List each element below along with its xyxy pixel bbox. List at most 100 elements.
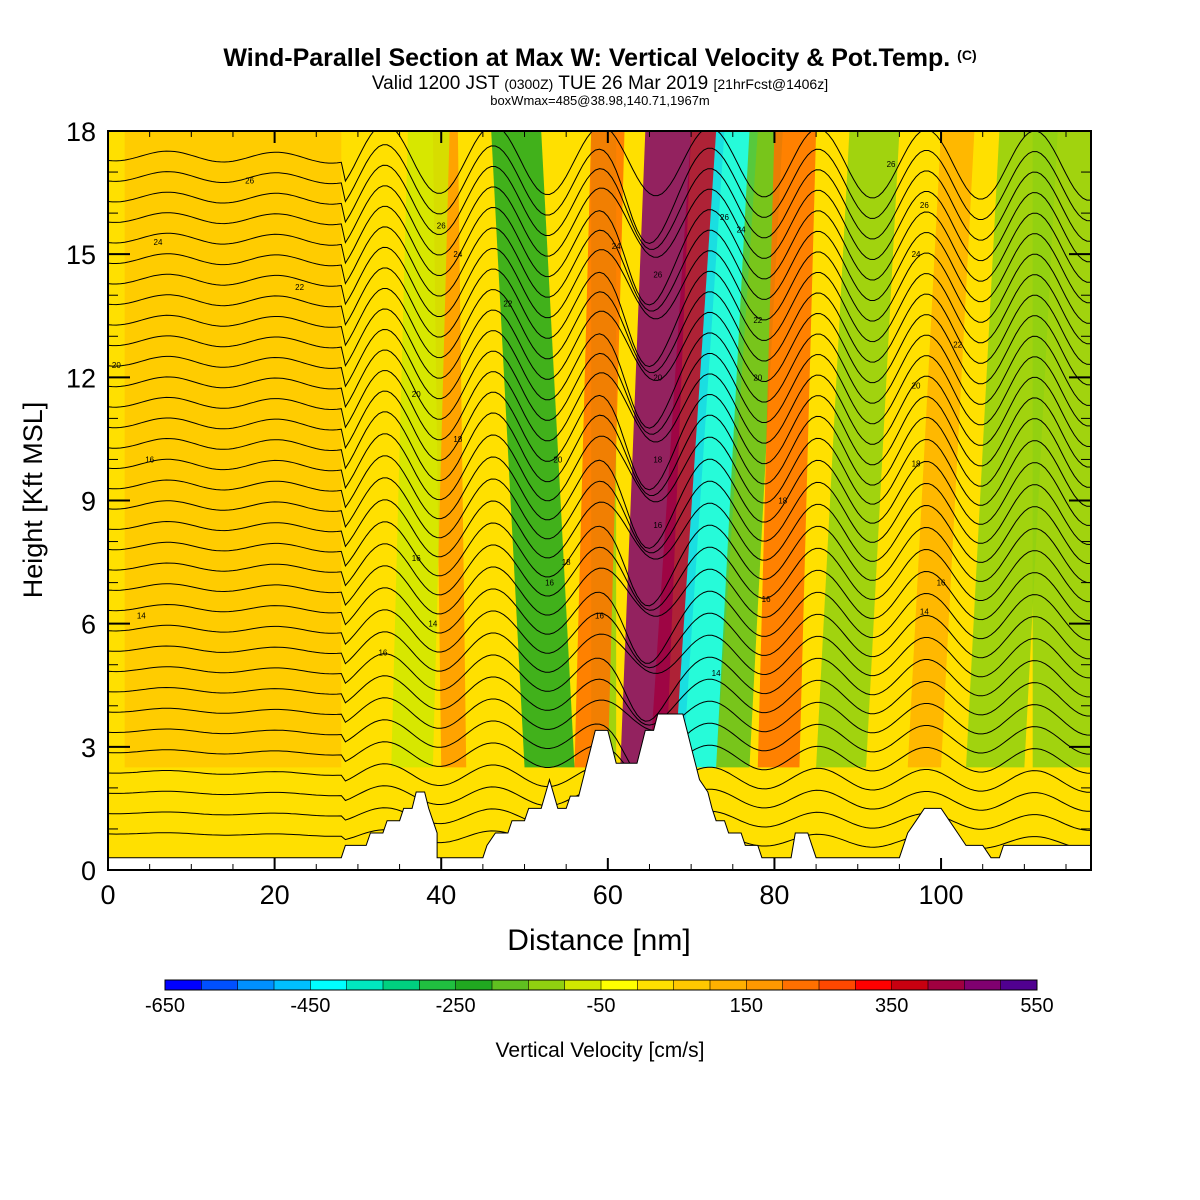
- velocity-band-11: [907, 131, 975, 768]
- theta-contour-5: [108, 719, 1091, 780]
- theta-contour-29: [108, 205, 1091, 306]
- theta-label-10: 18: [453, 435, 462, 444]
- colorbar-tick-label: 550: [1020, 995, 1053, 1017]
- theta-label-29: 14: [712, 669, 721, 678]
- theta-contour-16: [108, 477, 1091, 554]
- theta-contour-17: [108, 455, 1091, 549]
- theta-label-14: 20: [553, 455, 562, 464]
- theta-contour-13: [108, 543, 1091, 611]
- theta-label-30: 26: [887, 160, 896, 169]
- theta-label-3: 20: [112, 361, 121, 370]
- theta-contour-26: [108, 267, 1091, 368]
- theta-label-12: 26: [437, 221, 446, 230]
- theta-label-15: 18: [562, 558, 571, 567]
- colorbar-tick-label: -50: [587, 995, 616, 1017]
- colorbar-swatch: [237, 980, 275, 990]
- theta-label-25: 22: [753, 316, 762, 325]
- valid-utc: (0300Z): [504, 76, 554, 92]
- velocity-band-0: [620, 131, 692, 768]
- y-tick-label: 0: [81, 856, 96, 886]
- colorbar-swatch: [1000, 980, 1038, 990]
- colorbar-swatch: [891, 980, 929, 990]
- theta-contour-31: [108, 164, 1091, 250]
- theta-contour-11: [108, 587, 1091, 664]
- theta-label-33: 22: [953, 340, 962, 349]
- theta-contour-30: [108, 185, 1091, 263]
- y-tick-label: 3: [81, 733, 96, 763]
- colorbar-swatch: [928, 980, 965, 990]
- theta-label-9: 20: [412, 390, 421, 399]
- x-tick-label: 80: [759, 880, 789, 910]
- theta-label-19: 26: [653, 271, 662, 280]
- colorbar-swatch: [165, 980, 202, 990]
- velocity-band-10: [816, 131, 900, 768]
- theta-contour-8: [108, 653, 1091, 722]
- theta-contour-33: [108, 131, 1091, 201]
- theta-contour-21: [108, 370, 1091, 447]
- theta-contour-25: [108, 288, 1091, 374]
- theta-label-24: 24: [737, 226, 746, 235]
- box-info: boxWmax=485@38.98,140.71,1967m: [490, 93, 710, 108]
- theta-label-23: 26: [720, 213, 729, 222]
- colorbar-label: Vertical Velocity [cm/s]: [496, 1039, 705, 1062]
- theta-contour-10: [108, 609, 1091, 669]
- theta-contour-6: [108, 697, 1091, 736]
- forecast-info: [21hrFcst@1406z]: [713, 76, 829, 92]
- theta-label-31: 26: [920, 201, 929, 210]
- y-tick-label: 6: [81, 610, 96, 640]
- theta-contour-7: [108, 675, 1091, 726]
- x-tick-label: 60: [593, 880, 623, 910]
- colorbar-swatch: [564, 980, 602, 990]
- chart-title: Wind-Parallel Section at Max W: Vertical…: [223, 44, 977, 72]
- colorbar-tick-label: 350: [875, 995, 908, 1017]
- theta-contour-12: [108, 565, 1091, 622]
- colorbar-tick-label: 150: [730, 995, 763, 1017]
- theta-contour-32: [108, 144, 1091, 245]
- theta-label-11: 24: [453, 250, 462, 259]
- theta-label-17: 16: [595, 611, 604, 620]
- colorbar-swatch: [383, 980, 420, 990]
- colorbar-swatch: [201, 980, 239, 990]
- colorbar-swatch: [528, 980, 566, 990]
- colorbar-swatch: [710, 980, 747, 990]
- velocity-band-14: [124, 131, 342, 768]
- theta-contours: [108, 131, 1091, 850]
- theta-label-4: 16: [145, 455, 154, 464]
- theta-label-35: 18: [912, 460, 921, 469]
- terrain-profile: [108, 713, 1091, 870]
- x-tick-label: 40: [426, 880, 456, 910]
- theta-contour-15: [108, 499, 1091, 564]
- theta-contour-24: [108, 308, 1091, 386]
- colorbar-swatch: [819, 980, 856, 990]
- theta-contour-23: [108, 328, 1091, 429]
- colorbar: -650 -450 -250 -50 150 350 550: [145, 979, 1054, 1017]
- colorbar-swatch: [274, 980, 311, 990]
- y-tick-label: 9: [81, 487, 96, 517]
- colorbar-swatch: [419, 980, 457, 990]
- colorbar-swatch: [855, 980, 893, 990]
- velocity-band-13: [1032, 131, 1091, 768]
- theta-label-18: 24: [612, 242, 621, 251]
- theta-label-5: 14: [137, 611, 146, 620]
- theta-label-1: 24: [154, 238, 163, 247]
- x-axis-label: Distance [nm]: [507, 924, 690, 957]
- theta-label-26: 20: [753, 373, 762, 382]
- theta-contour-28: [108, 226, 1091, 312]
- theta-contour-9: [108, 631, 1091, 679]
- theta-label-27: 18: [778, 497, 787, 506]
- theta-label-16: 16: [545, 579, 554, 588]
- colorbar-tick-label: -450: [290, 995, 330, 1017]
- theta-label-7: 14: [428, 620, 437, 629]
- theta-contour-27: [108, 246, 1091, 324]
- theta-contour-labels: 26 24 22 20 16 14 16 14 16 20 18 24 26 22 20 18 16 16 24 26…: [112, 160, 963, 678]
- colorbar-tick-label: -250: [436, 995, 476, 1017]
- colorbar-swatch: [782, 980, 820, 990]
- theta-label-6: 16: [378, 648, 387, 657]
- colorbar-swatch: [673, 980, 711, 990]
- y-axis-label: Height [Kft MSL]: [18, 402, 48, 599]
- colorbar-swatch: [964, 980, 1002, 990]
- colorbar-swatch: [746, 980, 784, 990]
- x-tick-label: 0: [100, 880, 115, 910]
- velocity-band-2: [674, 131, 758, 768]
